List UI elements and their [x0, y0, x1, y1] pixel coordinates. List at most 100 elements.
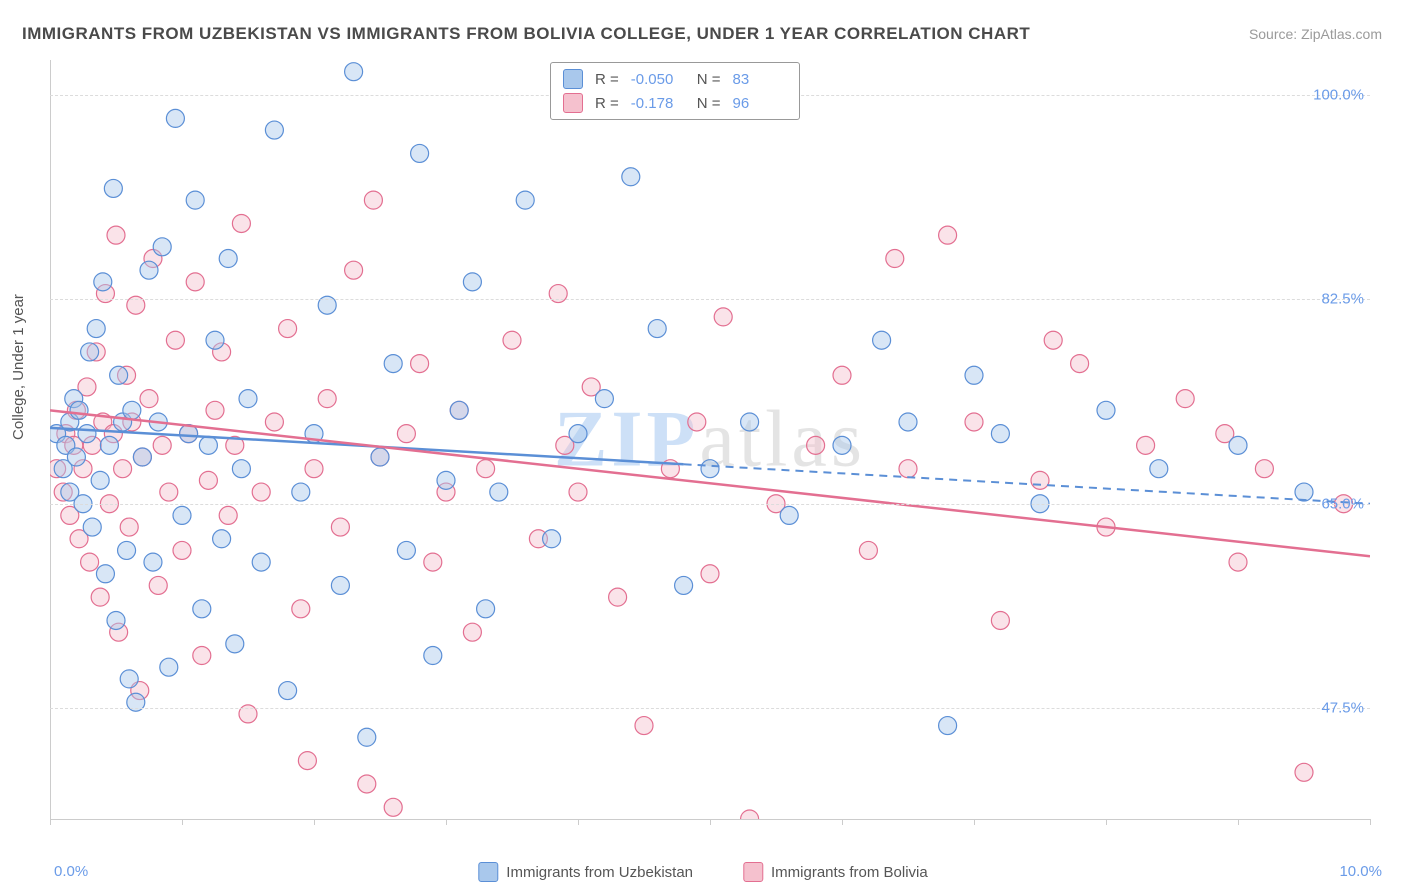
legend-r-label: R =: [595, 71, 619, 88]
legend-label-uzbekistan: Immigrants from Uzbekistan: [506, 864, 693, 881]
swatch-bolivia: [563, 93, 583, 113]
data-point: [873, 331, 891, 349]
legend-row-bolivia: R = -0.178 N = 96: [563, 91, 787, 115]
x-tick: [1238, 819, 1239, 825]
swatch-bolivia: [743, 862, 763, 882]
chart-title: IMMIGRANTS FROM UZBEKISTAN VS IMMIGRANTS…: [22, 24, 1030, 44]
x-tick: [1370, 819, 1371, 825]
data-point: [859, 541, 877, 559]
data-point: [477, 600, 495, 618]
data-point: [741, 810, 759, 819]
swatch-uzbekistan: [563, 69, 583, 89]
y-axis-label: College, Under 1 year: [10, 294, 27, 440]
data-point: [252, 553, 270, 571]
data-point: [899, 460, 917, 478]
data-point: [965, 413, 983, 431]
data-point: [166, 109, 184, 127]
x-tick: [578, 819, 579, 825]
data-point: [701, 565, 719, 583]
y-tick-label: 47.5%: [1321, 700, 1364, 717]
data-point: [688, 413, 706, 431]
data-point: [206, 401, 224, 419]
data-point: [100, 436, 118, 454]
x-tick: [710, 819, 711, 825]
data-point: [292, 600, 310, 618]
data-point: [232, 460, 250, 478]
data-point: [1229, 553, 1247, 571]
gridline: [50, 504, 1370, 505]
data-point: [384, 798, 402, 816]
data-point: [123, 401, 141, 419]
data-point: [186, 191, 204, 209]
x-tick: [314, 819, 315, 825]
data-point: [91, 471, 109, 489]
data-point: [939, 717, 957, 735]
data-point: [384, 355, 402, 373]
data-point: [424, 647, 442, 665]
data-point: [83, 518, 101, 536]
x-tick: [842, 819, 843, 825]
data-point: [232, 214, 250, 232]
data-point: [833, 436, 851, 454]
data-point: [107, 611, 125, 629]
data-point: [1044, 331, 1062, 349]
data-point: [94, 273, 112, 291]
data-point: [239, 390, 257, 408]
swatch-uzbekistan: [478, 862, 498, 882]
data-point: [1150, 460, 1168, 478]
legend-n-label: N =: [697, 71, 721, 88]
data-point: [939, 226, 957, 244]
data-point: [140, 390, 158, 408]
data-point: [503, 331, 521, 349]
data-point: [411, 355, 429, 373]
data-point: [833, 366, 851, 384]
data-point: [345, 261, 363, 279]
data-point: [318, 390, 336, 408]
legend-n-label: N =: [697, 95, 721, 112]
data-point: [1295, 483, 1313, 501]
plot-area: ZIPatlas 47.5%65.0%82.5%100.0%: [50, 60, 1370, 820]
data-point: [133, 448, 151, 466]
data-point: [886, 250, 904, 268]
data-point: [622, 168, 640, 186]
data-point: [516, 191, 534, 209]
data-point: [569, 425, 587, 443]
data-point: [411, 144, 429, 162]
data-point: [166, 331, 184, 349]
data-point: [1097, 401, 1115, 419]
data-point: [81, 343, 99, 361]
legend-r-label: R =: [595, 95, 619, 112]
data-point: [1031, 471, 1049, 489]
chart-container: IMMIGRANTS FROM UZBEKISTAN VS IMMIGRANTS…: [0, 0, 1406, 892]
regression-line: [50, 410, 1370, 556]
data-point: [78, 425, 96, 443]
data-point: [477, 460, 495, 478]
data-point: [226, 635, 244, 653]
data-point: [397, 425, 415, 443]
data-point: [397, 541, 415, 559]
data-point: [96, 565, 114, 583]
data-point: [543, 530, 561, 548]
data-point: [81, 553, 99, 571]
x-axis-min-label: 0.0%: [54, 863, 88, 880]
data-point: [595, 390, 613, 408]
scatter-svg: [50, 60, 1370, 819]
x-tick: [50, 819, 51, 825]
y-tick-label: 65.0%: [1321, 495, 1364, 512]
data-point: [120, 518, 138, 536]
data-point: [305, 460, 323, 478]
data-point: [1137, 436, 1155, 454]
data-point: [1295, 763, 1313, 781]
correlation-legend: R = -0.050 N = 83 R = -0.178 N = 96: [550, 62, 800, 120]
data-point: [807, 436, 825, 454]
legend-n-value-uzb: 83: [733, 71, 787, 88]
data-point: [87, 320, 105, 338]
legend-n-value-bol: 96: [733, 95, 787, 112]
data-point: [965, 366, 983, 384]
data-point: [991, 425, 1009, 443]
data-point: [110, 366, 128, 384]
data-point: [609, 588, 627, 606]
data-point: [331, 518, 349, 536]
data-point: [741, 413, 759, 431]
data-point: [114, 460, 132, 478]
